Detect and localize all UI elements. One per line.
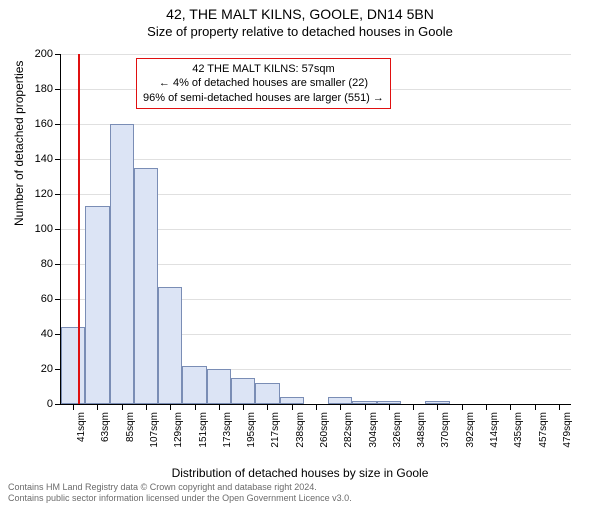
- x-tick-label: 260sqm: [319, 412, 330, 448]
- x-tick-label: 217sqm: [270, 412, 281, 448]
- bar: [255, 383, 279, 404]
- x-tick: [340, 404, 341, 410]
- page-subtitle: Size of property relative to detached ho…: [0, 24, 600, 39]
- x-tick-label: 41sqm: [76, 412, 87, 442]
- info-box: 42 THE MALT KILNS: 57sqm← 4% of detached…: [136, 58, 391, 109]
- x-tick: [146, 404, 147, 410]
- x-tick-label: 107sqm: [149, 412, 160, 448]
- x-tick-label: 85sqm: [125, 412, 136, 442]
- footer-line: Contains public sector information licen…: [8, 493, 352, 504]
- y-tick: [55, 264, 61, 265]
- x-axis-title: Distribution of detached houses by size …: [0, 466, 600, 480]
- y-tick-label: 60: [23, 293, 53, 305]
- y-tick: [55, 229, 61, 230]
- bar: [110, 124, 134, 404]
- y-tick-label: 40: [23, 328, 53, 340]
- x-tick: [389, 404, 390, 410]
- x-tick-label: 282sqm: [343, 412, 354, 448]
- x-tick-label: 173sqm: [222, 412, 233, 448]
- x-tick-label: 326sqm: [392, 412, 403, 448]
- x-tick-label: 129sqm: [173, 412, 184, 448]
- x-tick-label: 392sqm: [465, 412, 476, 448]
- footer-line: Contains HM Land Registry data © Crown c…: [8, 482, 352, 493]
- x-tick: [510, 404, 511, 410]
- x-tick-label: 151sqm: [198, 412, 209, 448]
- info-box-line: 96% of semi-detached houses are larger (…: [143, 91, 384, 105]
- x-tick: [73, 404, 74, 410]
- y-tick: [55, 54, 61, 55]
- bar: [134, 168, 158, 404]
- bar: [85, 206, 109, 404]
- reference-line: [78, 54, 80, 404]
- x-tick: [486, 404, 487, 410]
- info-box-line: ← 4% of detached houses are smaller (22): [143, 76, 384, 90]
- x-tick: [122, 404, 123, 410]
- x-tick: [413, 404, 414, 410]
- bar: [158, 287, 182, 404]
- y-tick: [55, 194, 61, 195]
- x-tick: [559, 404, 560, 410]
- x-tick-label: 370sqm: [440, 412, 451, 448]
- x-tick: [170, 404, 171, 410]
- bar: [328, 397, 352, 404]
- x-tick: [365, 404, 366, 410]
- gridline: [61, 124, 571, 125]
- x-tick-label: 63sqm: [100, 412, 111, 442]
- y-tick: [55, 124, 61, 125]
- x-tick-label: 479sqm: [562, 412, 573, 448]
- x-tick-label: 457sqm: [538, 412, 549, 448]
- x-tick-label: 238sqm: [295, 412, 306, 448]
- x-tick: [195, 404, 196, 410]
- bar: [61, 327, 85, 404]
- gridline: [61, 159, 571, 160]
- x-tick-label: 435sqm: [513, 412, 524, 448]
- x-tick-label: 195sqm: [246, 412, 257, 448]
- y-tick-label: 140: [23, 153, 53, 165]
- y-tick-label: 120: [23, 188, 53, 200]
- info-box-line: 42 THE MALT KILNS: 57sqm: [143, 62, 384, 76]
- y-tick-label: 100: [23, 223, 53, 235]
- x-tick: [292, 404, 293, 410]
- y-tick: [55, 299, 61, 300]
- x-tick: [267, 404, 268, 410]
- x-tick: [462, 404, 463, 410]
- x-tick-label: 304sqm: [368, 412, 379, 448]
- x-tick-label: 414sqm: [489, 412, 500, 448]
- y-tick-label: 180: [23, 83, 53, 95]
- y-tick-label: 160: [23, 118, 53, 130]
- y-tick-label: 80: [23, 258, 53, 270]
- gridline: [61, 54, 571, 55]
- y-tick-label: 20: [23, 363, 53, 375]
- x-tick: [437, 404, 438, 410]
- x-tick: [316, 404, 317, 410]
- chart-container: 02040608010012014016018020041sqm63sqm85s…: [60, 54, 570, 434]
- footer-attribution: Contains HM Land Registry data © Crown c…: [8, 482, 352, 505]
- bar: [207, 369, 231, 404]
- x-tick: [97, 404, 98, 410]
- page-title: 42, THE MALT KILNS, GOOLE, DN14 5BN: [0, 6, 600, 22]
- plot-area: 02040608010012014016018020041sqm63sqm85s…: [60, 54, 571, 405]
- bar: [182, 366, 206, 405]
- x-tick: [243, 404, 244, 410]
- x-tick: [219, 404, 220, 410]
- y-tick-label: 0: [23, 398, 53, 410]
- y-tick: [55, 404, 61, 405]
- bar: [280, 397, 304, 404]
- x-tick: [535, 404, 536, 410]
- x-tick-label: 348sqm: [416, 412, 427, 448]
- bar: [231, 378, 255, 404]
- y-tick: [55, 89, 61, 90]
- y-tick: [55, 159, 61, 160]
- y-tick-label: 200: [23, 48, 53, 60]
